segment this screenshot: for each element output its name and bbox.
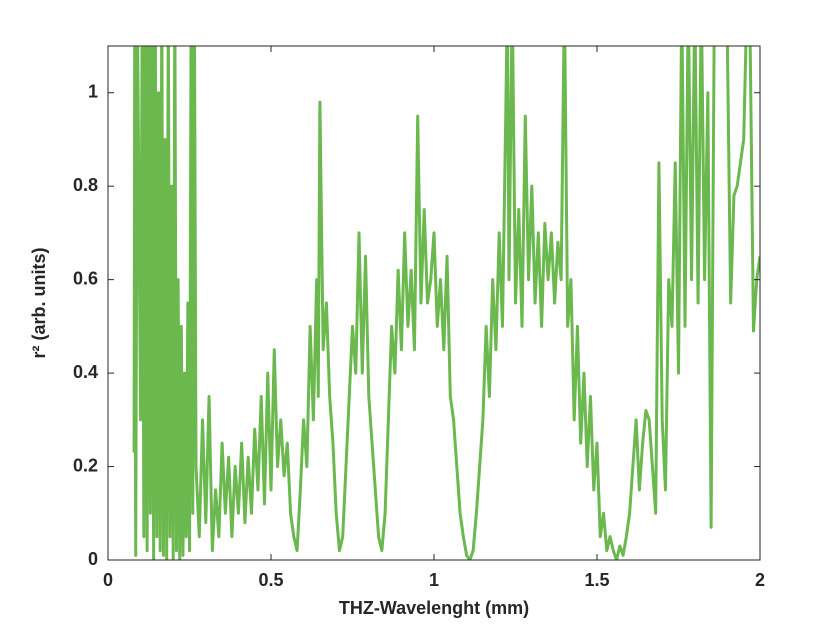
y-tick-label: 0.6 bbox=[73, 268, 98, 288]
x-tick-label: 0.5 bbox=[258, 570, 283, 590]
y-tick-label: 0.4 bbox=[73, 362, 98, 382]
y-tick-label: 0.2 bbox=[73, 455, 98, 475]
x-axis-label: THZ-Wavelenght (mm) bbox=[339, 598, 529, 618]
x-tick-label: 1 bbox=[429, 570, 439, 590]
y-tick-label: 1 bbox=[88, 81, 98, 101]
y-axis-label: r² (arb. units) bbox=[29, 247, 49, 358]
y-tick-label: 0 bbox=[88, 549, 98, 569]
x-tick-label: 1.5 bbox=[584, 570, 609, 590]
y-tick-label: 0.8 bbox=[73, 175, 98, 195]
data-line bbox=[132, 46, 760, 560]
x-tick-label: 0 bbox=[103, 570, 113, 590]
x-tick-label: 2 bbox=[755, 570, 765, 590]
